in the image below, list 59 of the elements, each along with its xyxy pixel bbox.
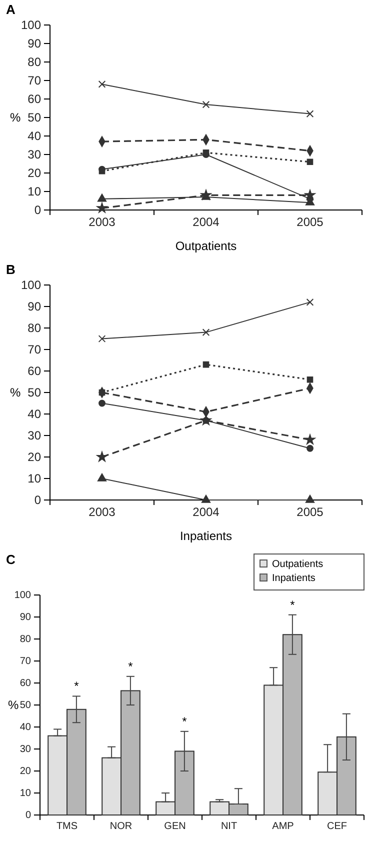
y-tick-label: 40 [28,128,42,143]
y-tick-label: 20 [28,450,42,464]
y-axis-title: % [8,698,19,712]
y-tick-label: 100 [14,590,32,602]
x-tick-label: TMS [56,821,78,832]
x-tick-label: CEF [327,821,347,832]
y-axis-title: % [10,386,21,400]
x-tick-label: GEN [164,821,186,832]
x-tick-label: 2004 [192,505,220,520]
y-tick-label: 30 [28,428,42,442]
x-axis-title: Inpatients [180,529,232,543]
y-tick-label: 80 [28,54,42,69]
y-tick-label: 70 [20,656,32,668]
annotation: * [128,659,134,674]
y-tick-label: 100 [20,18,42,32]
y-tick-label: 50 [28,110,42,124]
x-tick-label: 2005 [296,215,324,230]
y-tick-label: 10 [28,471,42,486]
y-tick-label: 10 [20,788,32,800]
y-tick-label: 70 [28,342,42,356]
y-tick-label: 90 [28,36,42,50]
chart-title: C [6,552,16,567]
y-tick-label: 20 [28,166,42,180]
y-tick-label: 60 [28,364,42,378]
y-tick-label: 0 [34,492,42,507]
y-tick-label: 50 [20,700,32,712]
y-tick-label: 90 [28,299,42,314]
legend-label: Inpatients [272,573,316,584]
y-tick-label: 40 [20,722,32,734]
y-tick-label: 90 [20,612,32,624]
x-tick-label: 2003 [88,505,116,520]
chart-title: A [6,2,16,17]
y-tick-label: 60 [28,92,42,106]
x-tick-label: AMP [272,821,294,832]
annotation: * [290,598,296,612]
chart-title: B [6,262,16,277]
y-tick-label: 20 [20,766,32,778]
x-tick-label: NOR [110,821,132,832]
x-tick-label: 2005 [296,505,324,520]
x-tick-label: 2003 [88,215,116,230]
y-tick-label: 100 [20,278,42,292]
y-tick-label: 30 [28,147,42,162]
annotation: * [182,714,188,728]
y-axis-title: % [10,110,21,124]
y-tick-label: 80 [28,320,42,335]
x-axis-title: Outpatients [175,239,237,253]
y-tick-label: 40 [28,406,42,421]
y-tick-label: 0 [25,810,32,822]
y-tick-label: 30 [20,744,32,756]
x-tick-label: NIT [220,821,238,832]
y-tick-label: 70 [28,73,42,88]
y-tick-label: 0 [34,202,42,217]
y-tick-label: 50 [28,385,42,400]
x-tick-label: 2004 [192,215,220,230]
legend-label: Outpatients [272,559,324,570]
y-tick-label: 10 [28,184,42,198]
y-tick-label: 60 [20,678,32,690]
y-tick-label: 80 [20,634,32,646]
annotation: * [74,679,80,694]
